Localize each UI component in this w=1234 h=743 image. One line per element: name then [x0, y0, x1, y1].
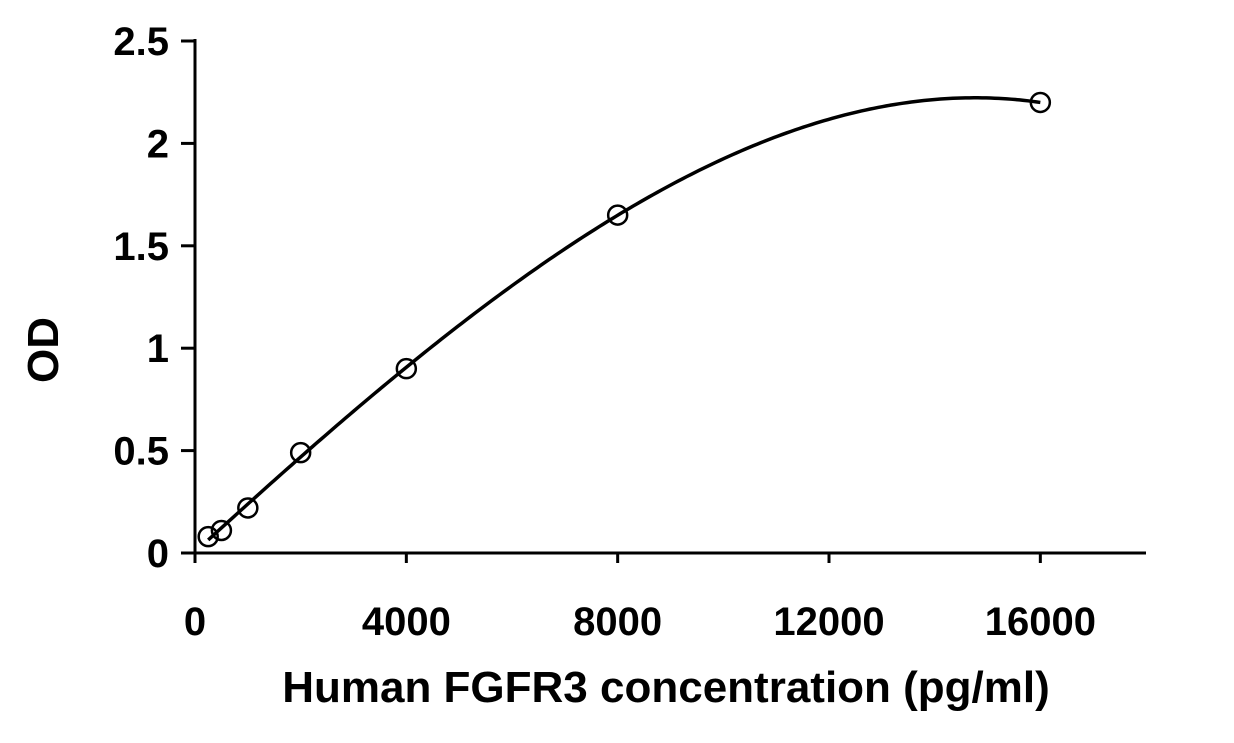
data-point	[210, 519, 233, 542]
data-point	[606, 204, 629, 226]
data-point	[237, 497, 259, 519]
x-tick-label: 8000	[573, 600, 662, 644]
x-tick-label: 0	[184, 600, 206, 644]
data-point	[289, 441, 312, 464]
x-tick-label: 12000	[773, 600, 884, 644]
fit-curve	[207, 96, 1041, 542]
data-point	[1029, 91, 1052, 114]
fit-layer	[207, 96, 1041, 542]
y-tick-label: 2	[147, 122, 169, 166]
y-tick-label: 1.5	[113, 225, 169, 269]
y-axis-title: OD	[19, 317, 68, 383]
axes-layer	[193, 39, 1146, 555]
y-tick-label: 1	[147, 327, 169, 371]
x-axis-title: Human FGFR3 concentration (pg/ml)	[282, 663, 1050, 712]
y-tick-label: 2.5	[113, 20, 169, 64]
x-tick-label: 16000	[985, 600, 1096, 644]
ticks-layer: 0 4000 8000 12000 16000 0 0.5 1 1.5 2 2.5	[113, 20, 1096, 644]
data-point	[197, 525, 219, 548]
data-point	[395, 357, 418, 380]
y-tick-label: 0	[147, 532, 169, 576]
marker-layer	[197, 91, 1052, 548]
x-tick-label: 4000	[362, 600, 451, 644]
y-tick-label: 0.5	[113, 430, 169, 474]
